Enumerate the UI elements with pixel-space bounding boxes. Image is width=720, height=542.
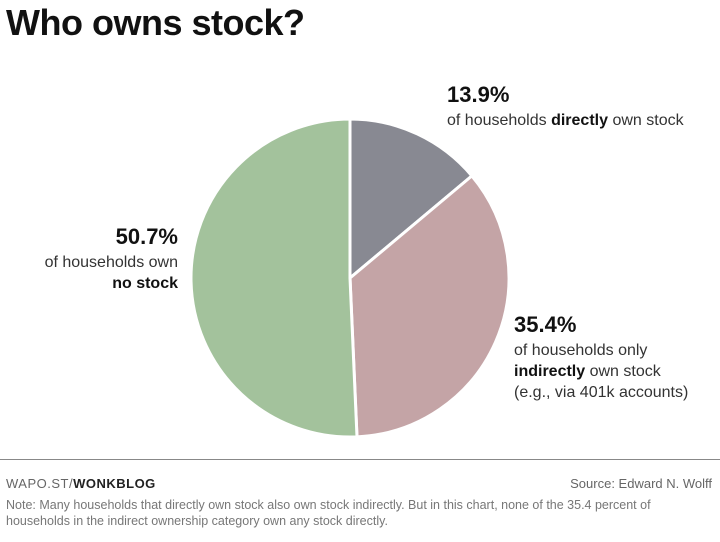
pie-chart [189, 117, 511, 439]
slice-desc-none: of households own no stock [44, 254, 178, 292]
slice-label-direct: 13.9% of households directly own stock [447, 80, 707, 131]
slice-desc-indirect: of households only indirectly own stock [514, 342, 661, 380]
pie-slice-indirect [348, 174, 511, 439]
credit[interactable]: WAPO.ST/WONKBLOG [6, 476, 156, 491]
slice-desc-direct: of households directly own stock [447, 112, 684, 129]
footer-divider [0, 459, 720, 460]
slice-value-none: 50.7% [115, 224, 178, 249]
slice-label-indirect: 35.4% of households only indirectly own … [514, 310, 714, 403]
slice-value-direct: 13.9% [447, 82, 510, 107]
slice-value-indirect: 35.4% [514, 312, 577, 337]
pie-slice-direct [348, 117, 474, 280]
footnote: Note: Many households that directly own … [6, 498, 651, 528]
slice-label-none: 50.7% of households own no stock [30, 222, 178, 294]
chart-title: Who owns stock? [6, 2, 305, 43]
source: Source: Edward N. Wolff [570, 476, 712, 491]
pie-slice-none [189, 117, 359, 439]
slice-desc-indirect-extra: (e.g., via 401k accounts) [514, 384, 689, 401]
